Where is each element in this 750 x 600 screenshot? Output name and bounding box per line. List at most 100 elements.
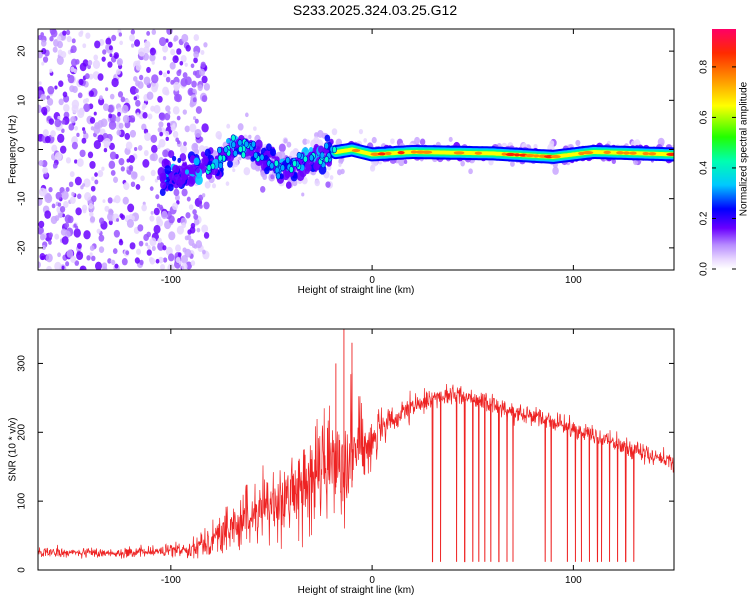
plot-frame: [37, 328, 675, 571]
noise-dot: [164, 220, 172, 230]
noise-dot: [61, 190, 69, 200]
noise-dot: [119, 213, 124, 219]
band-blob: [305, 163, 312, 172]
band-blob: [203, 158, 208, 164]
band-blob: [313, 161, 320, 171]
noise-dot: [46, 98, 54, 106]
noise-dot: [166, 122, 171, 127]
noise-dot: [91, 176, 95, 181]
ridge-hotspot: [351, 148, 361, 153]
band-blob: [181, 162, 188, 172]
noise-dot: [202, 249, 206, 255]
noise-dot: [173, 35, 179, 42]
noise-dot: [91, 255, 96, 262]
noise-dot: [89, 211, 94, 217]
noise-dot: [199, 204, 203, 209]
noise-dot: [162, 149, 169, 158]
noise-dot: [403, 159, 408, 165]
noise-dot: [41, 47, 47, 55]
noise-dot: [92, 59, 101, 70]
noise-dot: [54, 233, 60, 240]
noise-dot: [158, 70, 163, 76]
noise-dot: [75, 225, 79, 230]
noise-dot: [193, 116, 197, 121]
band-blob: [264, 167, 270, 175]
noise-dot: [49, 36, 54, 42]
noise-dot: [143, 76, 151, 86]
noise-dot: [378, 160, 382, 165]
noise-dot: [186, 234, 192, 241]
noise-dot: [175, 257, 181, 263]
y-axis-label: Frequency (Hz): [8, 115, 19, 184]
y-tick-label: 20: [17, 45, 28, 57]
noise-dot: [130, 171, 138, 180]
noise-dot: [161, 210, 168, 220]
ridge-blob: [269, 162, 275, 170]
noise-dot: [155, 216, 162, 223]
noise-dot: [84, 73, 90, 80]
band-blob: [270, 148, 277, 157]
noise-dot: [170, 124, 176, 132]
noise-dot: [195, 106, 202, 114]
noise-dot: [61, 265, 65, 270]
band-blob: [204, 148, 211, 157]
noise-dot: [60, 228, 67, 236]
noise-dot: [260, 185, 266, 193]
noise-dot: [48, 232, 53, 238]
x-axis-label: Height of straight line (km): [298, 585, 415, 596]
noise-dot: [109, 53, 113, 58]
band-blob: [177, 157, 182, 163]
noise-dot: [141, 204, 147, 212]
y-tick-label: 100: [17, 492, 28, 509]
noise-dot: [151, 60, 155, 65]
noise-dot: [57, 49, 63, 56]
y-tick-label: 10: [17, 94, 28, 106]
noise-dot: [190, 222, 196, 229]
noise-dot: [76, 158, 84, 167]
noise-dot: [134, 146, 138, 152]
noise-dot: [112, 248, 118, 254]
noise-dot: [178, 69, 182, 74]
noise-dot: [191, 80, 197, 88]
ridge-hotspot: [582, 151, 594, 155]
noise-dot: [96, 228, 101, 234]
noise-dot: [113, 176, 119, 183]
noise-dot: [173, 188, 180, 197]
noise-dot: [90, 185, 96, 192]
noise-dot: [185, 44, 191, 52]
noise-dot: [65, 186, 70, 193]
noise-dot: [145, 242, 149, 247]
noise-dot: [126, 158, 130, 163]
noise-dot: [167, 41, 173, 48]
noise-dot: [87, 151, 94, 159]
noise-dot: [124, 132, 131, 140]
noise-dot: [99, 95, 103, 101]
noise-dot: [181, 262, 188, 270]
noise-dot: [293, 149, 298, 154]
noise-dot: [201, 193, 206, 198]
noise-dot: [135, 63, 142, 71]
noise-dot: [151, 29, 157, 35]
noise-dot: [153, 104, 161, 114]
noise-dot: [75, 207, 82, 216]
noise-dot: [65, 261, 70, 267]
ridge-hotspot: [370, 152, 381, 156]
noise-dot: [107, 197, 113, 204]
noise-dot: [184, 125, 191, 133]
noise-dot: [113, 198, 117, 203]
noise-dot: [67, 74, 75, 84]
noise-dot: [162, 257, 168, 263]
ridge-blob: [206, 164, 212, 172]
noise-dot: [76, 132, 80, 137]
noise-dot: [181, 33, 189, 43]
noise-dot: [52, 162, 58, 169]
noise-dot: [177, 218, 182, 224]
noise-dot: [192, 70, 197, 76]
plot-frame: [37, 28, 675, 271]
noise-dot: [78, 107, 85, 116]
noise-dot: [162, 72, 167, 78]
noise-dot: [111, 77, 119, 88]
noise-dot: [225, 181, 230, 186]
noise-dot: [146, 66, 151, 73]
